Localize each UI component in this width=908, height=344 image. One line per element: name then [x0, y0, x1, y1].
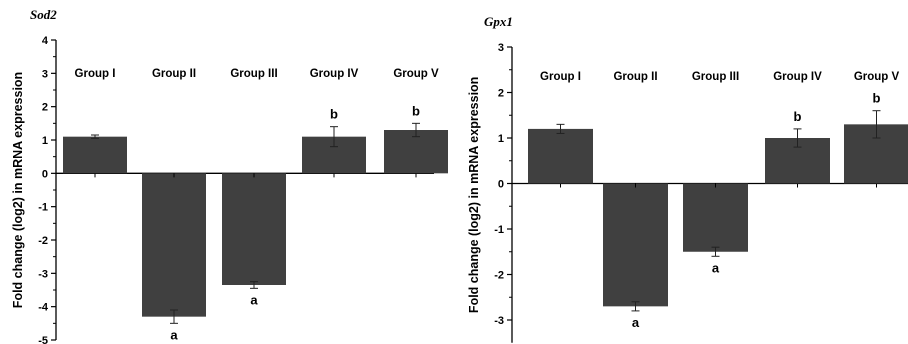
y-tick-label: 2: [498, 88, 504, 100]
bar: [142, 173, 206, 317]
significance-label: a: [250, 292, 258, 307]
significance-label: a: [632, 315, 640, 330]
y-tick-label: -2: [38, 235, 48, 247]
bar: [63, 136, 127, 174]
category-label: Group IV: [773, 71, 822, 83]
significance-label: a: [170, 327, 178, 342]
significance-label: b: [873, 91, 881, 106]
y-tick-label: -4: [38, 302, 49, 314]
y-tick-label: -2: [494, 270, 504, 282]
category-label: Group I: [75, 68, 116, 80]
category-label: Group V: [854, 71, 900, 83]
y-tick-label: -3: [38, 268, 48, 280]
panel-gpx1: Gpx1 Fold change (log2) in mRNA expressio…: [467, 14, 908, 343]
y-tick-label: -5: [38, 335, 48, 344]
significance-label: b: [412, 103, 420, 118]
category-label: Group IV: [310, 68, 359, 80]
significance-label: b: [794, 109, 802, 124]
y-tick-label: 1: [498, 133, 504, 145]
y-axis-label: Fold change (log2) in mRNA expression: [467, 77, 481, 313]
y-tick-label: 4: [42, 35, 49, 47]
category-label: Group II: [613, 71, 657, 83]
category-label: Group III: [692, 71, 739, 83]
y-tick-label: -1: [494, 224, 504, 236]
significance-label: b: [330, 107, 338, 122]
category-label: Group III: [230, 68, 277, 80]
panel-sod2: Sod2 Fold change (log2) in mRNA expressio…: [11, 7, 448, 344]
category-label: Group I: [540, 71, 581, 83]
category-label: Group II: [152, 68, 196, 80]
bar: [528, 128, 593, 184]
y-tick-label: 2: [42, 102, 48, 114]
bar: [603, 183, 668, 307]
panel-title: Sod2: [30, 7, 57, 22]
y-axis-label: Fold change (log2) in mRNA expression: [11, 72, 25, 308]
y-tick-label: -1: [38, 202, 48, 214]
bar: [222, 173, 286, 285]
y-tick-label: 3: [42, 68, 48, 80]
y-tick-label: 0: [498, 179, 504, 191]
significance-label: a: [712, 260, 720, 275]
y-tick-label: 1: [42, 135, 48, 147]
y-tick-label: 0: [42, 168, 48, 180]
y-tick-label: 3: [498, 42, 504, 54]
bar: [683, 183, 748, 252]
bar: [384, 130, 448, 174]
y-tick-label: -3: [494, 315, 504, 327]
panel-title: Gpx1: [484, 14, 513, 29]
category-label: Group V: [393, 68, 439, 80]
